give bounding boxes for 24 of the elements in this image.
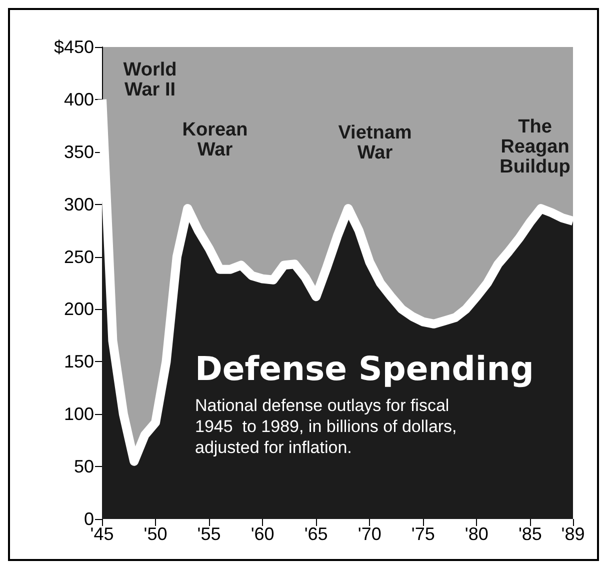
text: National defense outlays for fiscal 1945 to 1989, in billions of dollars, adjusted for inflation. [195,396,457,457]
x-tick-label: '89 [561,524,585,544]
y-tick-label: 350 [64,142,94,162]
x-tick-label: '50 [144,524,168,544]
annotation: World War II [123,60,177,100]
x-tick-label: '70 [358,524,382,544]
text: Defense Spending [195,349,534,388]
x-tick-label: '85 [518,524,542,544]
y-tick-label: 400 [64,89,94,110]
y-tick-label: 250 [64,246,94,267]
annotation: Korean War [182,120,248,160]
y-tick-label: 50 [74,456,94,477]
x-tick-label: '55 [197,524,221,544]
y-tick-label: 300 [64,194,94,214]
y-tick-label: 200 [64,299,94,320]
annotation: The Reagan Buildup [500,116,570,178]
x-tick-label: '75 [411,524,435,544]
x-tick-label: '65 [304,524,328,544]
x-tick-label: '80 [464,524,488,544]
y-tick-label: 150 [64,352,94,372]
x-tick-label: '60 [250,524,274,544]
y-tick-label: 100 [64,404,94,424]
y-tick-label: $450 [54,37,94,57]
annotation: Vietnam War [338,122,412,164]
